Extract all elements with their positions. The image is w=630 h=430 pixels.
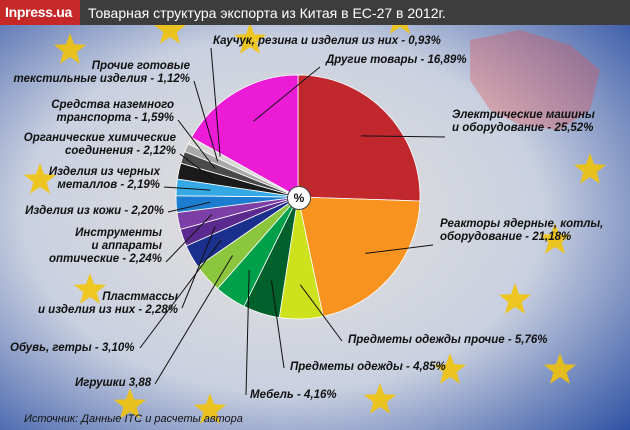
percent-badge: % <box>287 186 311 210</box>
leader-line-10 <box>167 201 211 213</box>
brand-logo[interactable]: Inpress.ua <box>0 0 81 25</box>
pie-slice-1[interactable] <box>297 74 421 202</box>
slice-label-9: Инструменты и аппараты оптические - 2,24% <box>49 227 162 265</box>
slice-label-8: Пластмассы и изделия из них - 2,28% <box>38 291 178 316</box>
map-silhouette <box>470 30 600 130</box>
slice-label-2: Реакторы ядерные, котлы, оборудование - 2… <box>440 218 603 243</box>
header-bar: Inpress.ua Товарная структура экспорта и… <box>0 0 630 25</box>
slice-label-6: Игрушки 3,88 <box>75 377 152 389</box>
slice-label-5: Мебель - 4,16% <box>250 389 337 401</box>
leader-line-1 <box>361 135 446 138</box>
leader-line-15 <box>210 47 221 157</box>
decorative-star <box>573 153 607 184</box>
slice-label-7: Обувь, гетры - 3,10% <box>10 342 134 354</box>
slice-label-3: Предметы одежды прочие - 5,76% <box>348 334 548 346</box>
leader-line-16 <box>253 66 321 122</box>
slice-label-10: Изделия из кожи - 2,20% <box>25 205 164 217</box>
leader-line-13 <box>177 119 216 169</box>
decorative-star <box>498 283 532 314</box>
decorative-star <box>113 388 147 419</box>
decorative-star <box>363 383 397 414</box>
slice-label-4: Предметы одежды - 4,85% <box>290 361 446 373</box>
slice-label-14: Прочие готовые текстильные изделия - 1,12… <box>14 60 191 85</box>
decorative-star <box>193 393 227 424</box>
decorative-star <box>543 353 577 384</box>
leader-line-7 <box>139 239 222 349</box>
decorative-star <box>153 13 187 44</box>
slice-label-16: Другие товары - 16,89% <box>325 54 467 66</box>
leader-line-9 <box>165 213 213 263</box>
leader-line-11 <box>163 186 211 191</box>
slice-label-1: Электрические машины и оборудование - 25,… <box>452 109 595 134</box>
source-note: Источник: Данные ITC и расчеты автора <box>24 413 243 425</box>
decorative-star <box>73 273 107 304</box>
leader-line-3 <box>299 284 343 342</box>
slice-label-11: Изделия из черных металлов - 2,19% <box>49 166 161 191</box>
decorative-star <box>53 33 87 64</box>
slice-label-12: Органические химические соединения - 2,12… <box>24 132 177 157</box>
decorative-star <box>23 163 57 194</box>
leader-line-6 <box>154 255 233 385</box>
leader-line-5 <box>245 269 250 396</box>
pie-slice-2[interactable] <box>297 196 421 317</box>
slice-label-13: Средства наземного транспорта - 1,59% <box>51 99 174 124</box>
leader-line-2 <box>365 244 434 254</box>
pie-slice-16[interactable] <box>190 74 299 198</box>
leader-line-12 <box>179 153 213 179</box>
leader-line-8 <box>181 226 216 309</box>
slice-label-15: Каучук, резина и изделия из них - 0,93% <box>213 35 441 47</box>
leader-line-14 <box>193 80 219 162</box>
decorative-star <box>433 353 467 384</box>
decorative-star <box>233 23 267 54</box>
decorative-star <box>538 223 572 254</box>
leader-line-4 <box>271 280 285 369</box>
chart-title: Товарная структура экспорта из Китая в Е… <box>88 4 446 21</box>
